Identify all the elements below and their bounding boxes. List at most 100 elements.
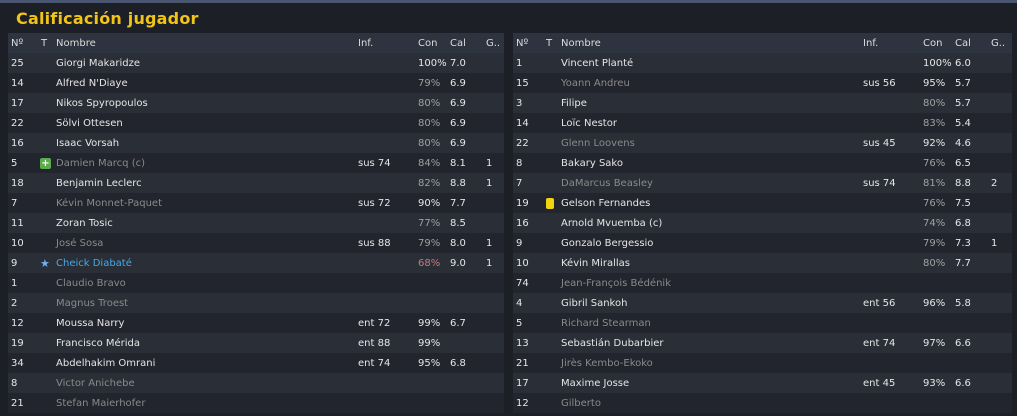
player-name[interactable]: Yoann Andreu <box>561 78 630 89</box>
player-rating: 6.9 <box>450 98 466 109</box>
player-row[interactable]: 11 Zoran Tosic 77% 8.5 <box>8 213 504 233</box>
player-name[interactable]: Zoran Tosic <box>56 218 113 229</box>
player-name[interactable]: Jean-François Bédénik <box>561 278 671 289</box>
substitution-icon: + <box>40 158 51 169</box>
player-row[interactable]: 13 Sebastián Dubarbier ent 74 97% 6.6 <box>513 333 1012 353</box>
player-row[interactable]: 22 Glenn Loovens sus 45 92% 4.6 <box>513 133 1012 153</box>
player-name[interactable]: Gibril Sankoh <box>561 298 628 309</box>
player-name[interactable]: Moussa Narry <box>56 318 125 329</box>
player-row[interactable]: 22 Sölvi Ottesen 80% 6.9 <box>8 113 504 133</box>
player-name[interactable]: Kévin Monnet-Paquet <box>56 198 162 209</box>
player-row[interactable]: 34 Abdelhakim Omrani ent 74 95% 6.8 <box>8 353 504 373</box>
col-inf-header[interactable]: Inf. <box>358 38 374 49</box>
player-name[interactable]: Damien Marcq (c) <box>56 158 145 169</box>
player-name[interactable]: Bakary Sako <box>561 158 623 169</box>
player-row[interactable]: 17 Nikos Spyropoulos 80% 6.9 <box>8 93 504 113</box>
player-row[interactable]: 17 Maxime Josse ent 45 93% 6.6 <box>513 373 1012 393</box>
player-row[interactable]: 25 Giorgi Makaridze 100% 7.0 <box>8 53 504 73</box>
col-num-header[interactable]: Nº <box>516 38 529 49</box>
col-num-header[interactable]: Nº <box>11 38 24 49</box>
player-row[interactable]: 14 Loïc Nestor 83% 5.4 <box>513 113 1012 133</box>
player-name[interactable]: Giorgi Makaridze <box>56 58 141 69</box>
player-condition: 77% <box>418 218 441 229</box>
col-g-header[interactable]: G.. <box>991 38 1006 49</box>
player-row[interactable]: 21 Stefan Maierhofer <box>8 393 504 413</box>
player-row[interactable]: 16 Isaac Vorsah 80% 6.9 <box>8 133 504 153</box>
player-row[interactable]: 2 Magnus Troest <box>8 293 504 313</box>
player-name[interactable]: Gonzalo Bergessio <box>561 238 654 249</box>
player-rating: 6.9 <box>450 118 466 129</box>
col-con-header[interactable]: Con <box>418 38 438 49</box>
player-row[interactable]: 12 Gilberto <box>513 393 1012 413</box>
col-t-header[interactable]: T <box>41 38 48 49</box>
player-row[interactable]: 1 Vincent Planté 100% 6.0 <box>513 53 1012 73</box>
player-row[interactable]: 9 Cheick Diabaté 68% 9.0 1 ★ <box>8 253 504 273</box>
col-cal-header[interactable]: Cal <box>450 38 466 49</box>
player-row[interactable]: 8 Bakary Sako 76% 6.5 <box>513 153 1012 173</box>
player-name[interactable]: José Sosa <box>56 238 104 249</box>
player-row[interactable]: 21 Jirès Kembo-Ekoko <box>513 353 1012 373</box>
player-name[interactable]: Filipe <box>561 98 587 109</box>
player-number: 21 <box>11 398 24 409</box>
player-name[interactable]: Gelson Fernandes <box>561 198 651 209</box>
player-row[interactable]: 5 Damien Marcq (c) sus 74 84% 8.1 1 + <box>8 153 504 173</box>
player-name[interactable]: Kévin Mirallas <box>561 258 630 269</box>
player-name[interactable]: Gilberto <box>561 398 601 409</box>
player-condition: 81% <box>923 178 946 189</box>
player-name[interactable]: DaMarcus Beasley <box>561 178 653 189</box>
player-name[interactable]: Benjamin Leclerc <box>56 178 142 189</box>
player-name[interactable]: Vincent Planté <box>561 58 634 69</box>
player-row[interactable]: 19 Francisco Mérida ent 88 99% <box>8 333 504 353</box>
player-name[interactable]: Richard Stearman <box>561 318 651 329</box>
player-name[interactable]: Stefan Maierhofer <box>56 398 146 409</box>
player-name[interactable]: Isaac Vorsah <box>56 138 120 149</box>
player-row[interactable]: 1 Claudio Bravo <box>8 273 504 293</box>
player-row[interactable]: 18 Benjamin Leclerc 82% 8.8 1 <box>8 173 504 193</box>
player-name[interactable]: Loïc Nestor <box>561 118 617 129</box>
player-row[interactable]: 4 Gibril Sankoh ent 56 96% 5.8 <box>513 293 1012 313</box>
player-name[interactable]: Arnold Mvuemba (c) <box>561 218 663 229</box>
player-name[interactable]: Sebastián Dubarbier <box>561 338 664 349</box>
player-row[interactable]: 10 Kévin Mirallas 80% 7.7 <box>513 253 1012 273</box>
player-row[interactable]: 19 Gelson Fernandes 76% 7.5 <box>513 193 1012 213</box>
player-name[interactable]: Maxime Josse <box>561 378 630 389</box>
player-name[interactable]: Claudio Bravo <box>56 278 126 289</box>
col-name-header[interactable]: Nombre <box>561 38 601 49</box>
col-con-header[interactable]: Con <box>923 38 943 49</box>
player-rating: 7.7 <box>955 258 971 269</box>
player-name[interactable]: Glenn Loovens <box>561 138 635 149</box>
col-inf-header[interactable]: Inf. <box>863 38 879 49</box>
player-row[interactable]: 10 José Sosa sus 88 79% 8.0 1 <box>8 233 504 253</box>
col-t-header[interactable]: T <box>546 38 553 49</box>
player-row[interactable]: 7 DaMarcus Beasley sus 74 81% 8.8 2 <box>513 173 1012 193</box>
player-name[interactable]: Jirès Kembo-Ekoko <box>561 358 653 369</box>
player-name[interactable]: Nikos Spyropoulos <box>56 98 148 109</box>
player-row[interactable]: 8 Victor Anichebe <box>8 373 504 393</box>
player-name[interactable]: Magnus Troest <box>56 298 129 309</box>
player-row[interactable]: 14 Alfred N'Diaye 79% 6.9 <box>8 73 504 93</box>
player-sub-info: ent 45 <box>863 378 896 389</box>
player-row[interactable]: 12 Moussa Narry ent 72 99% 6.7 <box>8 313 504 333</box>
player-name[interactable]: Victor Anichebe <box>56 378 135 389</box>
player-row[interactable]: 5 Richard Stearman <box>513 313 1012 333</box>
player-row[interactable]: 3 Filipe 80% 5.7 <box>513 93 1012 113</box>
col-cal-header[interactable]: Cal <box>955 38 971 49</box>
col-g-header[interactable]: G.. <box>486 38 501 49</box>
home-player-list: 25 Giorgi Makaridze 100% 7.0 14 Alfred N'Diay… <box>8 53 504 413</box>
player-rating: 6.0 <box>955 58 971 69</box>
player-row[interactable]: 16 Arnold Mvuemba (c) 74% 6.8 <box>513 213 1012 233</box>
player-sub-info: sus 88 <box>358 238 391 249</box>
player-row[interactable]: 15 Yoann Andreu sus 56 95% 5.7 <box>513 73 1012 93</box>
player-number: 7 <box>516 178 523 189</box>
player-row[interactable]: 9 Gonzalo Bergessio 79% 7.3 1 <box>513 233 1012 253</box>
player-number: 10 <box>11 238 24 249</box>
col-name-header[interactable]: Nombre <box>56 38 96 49</box>
player-name[interactable]: Abdelhakim Omrani <box>56 358 156 369</box>
player-row[interactable]: 7 Kévin Monnet-Paquet sus 72 90% 7.7 <box>8 193 504 213</box>
player-name[interactable]: Cheick Diabaté <box>56 258 132 269</box>
player-name[interactable]: Sölvi Ottesen <box>56 118 123 129</box>
player-row[interactable]: 74 Jean-François Bédénik <box>513 273 1012 293</box>
player-number: 2 <box>11 298 18 309</box>
player-name[interactable]: Francisco Mérida <box>56 338 141 349</box>
player-name[interactable]: Alfred N'Diaye <box>56 78 128 89</box>
